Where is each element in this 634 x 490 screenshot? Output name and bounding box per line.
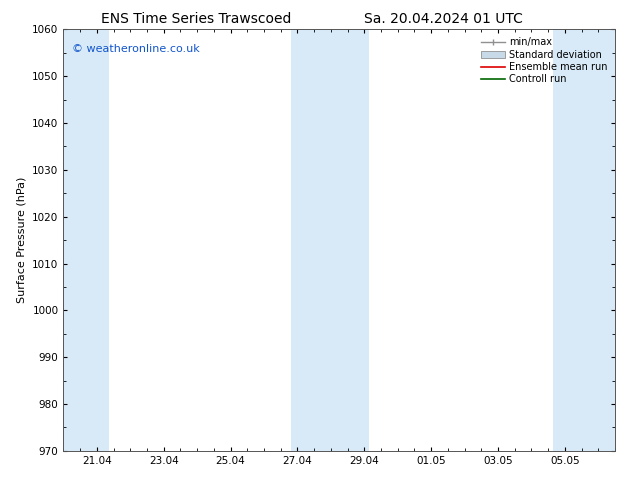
Text: Sa. 20.04.2024 01 UTC: Sa. 20.04.2024 01 UTC [365, 12, 523, 26]
Y-axis label: Surface Pressure (hPa): Surface Pressure (hPa) [16, 177, 27, 303]
Legend: min/max, Standard deviation, Ensemble mean run, Controll run: min/max, Standard deviation, Ensemble me… [477, 34, 610, 87]
Bar [63, 29, 108, 451]
Text: ENS Time Series Trawscoed: ENS Time Series Trawscoed [101, 12, 292, 26]
Bar [291, 29, 369, 451]
Bar [553, 29, 615, 451]
Text: © weatheronline.co.uk: © weatheronline.co.uk [72, 44, 200, 54]
